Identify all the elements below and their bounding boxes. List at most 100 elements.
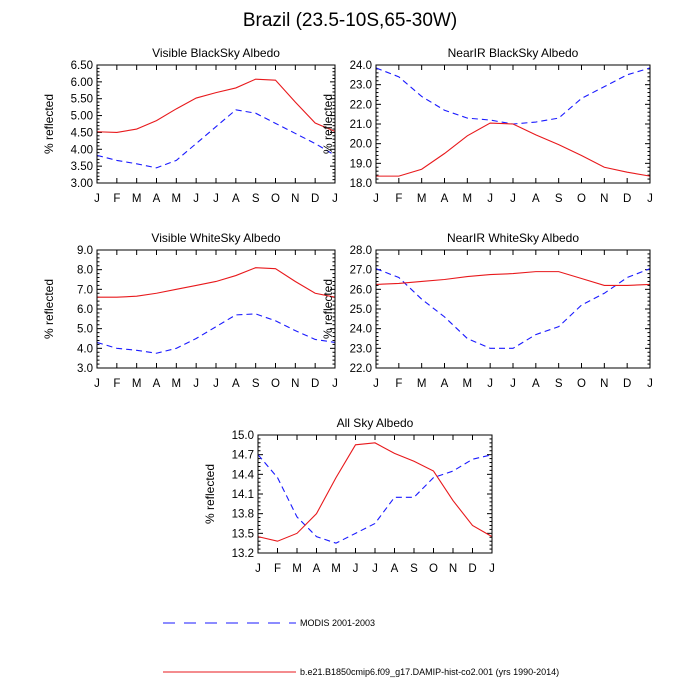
x-tick-label: A <box>391 563 399 575</box>
y-tick-label: 5.50 <box>71 94 93 106</box>
panel-title: Visible BlackSky Albedo <box>152 46 280 60</box>
y-tick-label: 14.4 <box>232 469 255 481</box>
modis-series-line <box>375 67 651 125</box>
x-tick-label: M <box>417 378 427 390</box>
chart-panel-2: NearIR BlackSky Albedo % reflected 18.0 19.… <box>321 46 653 205</box>
panel-title: NearIR WhiteSky Albedo <box>447 231 579 245</box>
chart-panel-3: Visible WhiteSky Albedo % reflected 3.0 4.0… <box>42 231 338 390</box>
model-series-line <box>257 442 493 542</box>
y-tick-label: 23.0 <box>350 343 372 355</box>
x-tick-label: F <box>395 378 402 390</box>
x-tick-label: M <box>331 563 341 575</box>
legend-model-label: b.e21.B1850cmip6.f09_g17.DAMIP-hist-co2.… <box>300 667 559 677</box>
panel-title: NearIR BlackSky Albedo <box>448 46 579 60</box>
x-tick-label: J <box>332 378 338 390</box>
chart-panel-4: NearIR WhiteSky Albedo % reflected 22.0 23.… <box>321 231 653 390</box>
x-tick-label: O <box>271 193 280 205</box>
y-axis-label: % reflected <box>203 464 217 524</box>
x-tick-label: N <box>291 378 299 390</box>
x-tick-label: A <box>232 193 240 205</box>
x-tick-label: J <box>193 193 199 205</box>
y-tick-label: 3.00 <box>71 178 93 190</box>
y-tick-label: 22.0 <box>350 99 372 111</box>
y-tick-label: 14.1 <box>232 489 254 501</box>
model-series-line <box>97 267 336 298</box>
y-tick-label: 19.0 <box>350 158 372 170</box>
y-tick-label: 4.0 <box>77 343 93 355</box>
x-tick-label: F <box>113 193 120 205</box>
x-tick-label: O <box>577 193 586 205</box>
y-tick-label: 27.0 <box>350 265 372 277</box>
x-tick-label: J <box>94 378 100 390</box>
x-tick-label: F <box>395 193 402 205</box>
x-tick-label: F <box>113 378 120 390</box>
y-tick-label: 13.8 <box>232 509 254 521</box>
modis-series-line <box>375 268 651 349</box>
x-tick-label: S <box>410 563 418 575</box>
x-tick-label: J <box>487 378 493 390</box>
y-axis-label: % reflected <box>321 94 335 154</box>
x-tick-label: J <box>213 193 219 205</box>
x-tick-label: J <box>510 378 516 390</box>
y-tick-label: 8.0 <box>77 265 93 277</box>
x-tick-label: O <box>271 378 280 390</box>
x-tick-label: J <box>193 378 199 390</box>
x-tick-label: J <box>373 193 379 205</box>
x-tick-label: M <box>292 563 302 575</box>
x-tick-label: J <box>373 378 379 390</box>
x-tick-label: N <box>600 193 608 205</box>
x-tick-label: J <box>94 193 100 205</box>
chart-panel-1: Visible BlackSky Albedo % reflected 3.00 3.… <box>42 46 338 205</box>
plot-frame <box>96 64 336 184</box>
plot-frame <box>96 249 336 369</box>
y-tick-label: 21.0 <box>350 119 372 131</box>
y-tick-label: 5.0 <box>77 324 93 336</box>
y-tick-label: 18.0 <box>350 178 372 190</box>
x-tick-label: S <box>252 193 260 205</box>
x-tick-label: A <box>232 378 240 390</box>
x-tick-label: D <box>311 378 319 390</box>
y-tick-label: 23.0 <box>350 80 372 92</box>
y-tick-label: 6.50 <box>71 60 93 72</box>
y-tick-label: 14.7 <box>232 450 254 462</box>
panel-title: All Sky Albedo <box>337 416 414 430</box>
x-tick-label: A <box>532 378 540 390</box>
y-tick-label: 20.0 <box>350 139 372 151</box>
y-tick-label: 24.0 <box>350 324 372 336</box>
x-tick-label: M <box>172 378 182 390</box>
x-tick-label: J <box>332 193 338 205</box>
model-series-line <box>96 78 336 133</box>
y-tick-label: 3.50 <box>71 161 93 173</box>
y-tick-label: 5.00 <box>71 111 93 123</box>
y-tick-label: 24.0 <box>350 60 372 72</box>
y-tick-label: 7.0 <box>77 284 93 296</box>
x-tick-label: O <box>429 563 438 575</box>
x-tick-label: F <box>274 563 281 575</box>
x-tick-label: M <box>463 378 473 390</box>
x-tick-label: N <box>291 193 299 205</box>
y-tick-label: 6.00 <box>71 77 93 89</box>
x-tick-label: D <box>468 563 476 575</box>
y-axis-label: % reflected <box>42 94 56 154</box>
x-tick-label: J <box>372 563 378 575</box>
x-tick-label: M <box>132 378 142 390</box>
modis-series-line <box>96 313 336 354</box>
x-tick-label: J <box>255 563 261 575</box>
y-tick-label: 9.0 <box>77 245 93 257</box>
x-tick-label: M <box>172 193 182 205</box>
plot-frame <box>375 64 651 184</box>
x-tick-label: J <box>487 193 493 205</box>
y-axis-label: % reflected <box>321 279 335 339</box>
modis-series-line <box>96 109 336 169</box>
plot-frame <box>375 249 651 369</box>
x-tick-label: J <box>647 378 653 390</box>
x-tick-label: N <box>600 378 608 390</box>
x-tick-label: S <box>555 378 563 390</box>
model-series-line <box>375 271 651 286</box>
x-tick-label: M <box>417 193 427 205</box>
x-tick-label: J <box>647 193 653 205</box>
y-tick-label: 15.0 <box>232 430 254 442</box>
x-tick-label: A <box>441 378 449 390</box>
x-tick-label: D <box>623 378 631 390</box>
x-tick-label: N <box>449 563 457 575</box>
